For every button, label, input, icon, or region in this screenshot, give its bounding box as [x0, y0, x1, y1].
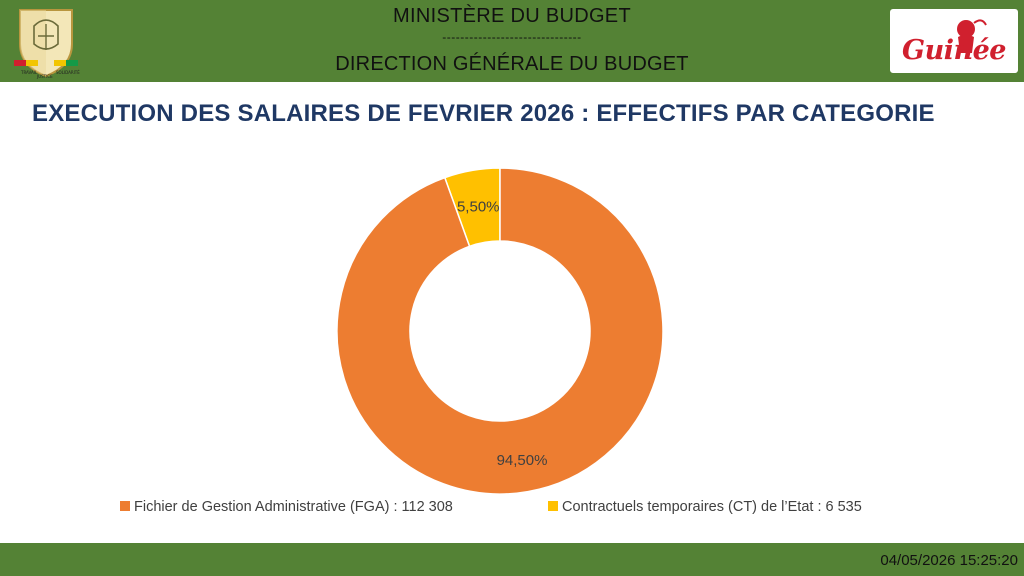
direction-title: DIRECTION GÉNÉRALE DU BUDGET [335, 53, 689, 75]
header-titles: MINISTÈRE DU BUDGET --------------------… [300, 4, 724, 76]
chart-legend: Fichier de Gestion Administrative (FGA) … [0, 497, 1024, 521]
legend-label-fga: Fichier de Gestion Administrative (FGA) … [134, 499, 453, 515]
ministry-title: MINISTÈRE DU BUDGET [393, 5, 631, 27]
page-title: EXECUTION DES SALAIRES DE FEVRIER 2026 :… [32, 100, 935, 127]
legend-item-fga: Fichier de Gestion Administrative (FGA) … [120, 499, 453, 515]
legend-label-ct: Contractuels temporaires (CT) de l’Etat … [562, 499, 862, 515]
data-label-1: 5,50% [457, 198, 500, 215]
emblem-motto-justice: JUSTICE [36, 74, 53, 79]
timestamp: 04/05/2026 15:25:20 [880, 552, 1018, 569]
donut-slice-0 [336, 167, 664, 495]
footer-band: 04/05/2026 15:25:20 [0, 543, 1024, 576]
data-label-0: 94,50% [497, 452, 548, 469]
legend-swatch-ct [548, 501, 558, 511]
emblem-motto-travail: TRAVAIL [20, 70, 38, 75]
guinee-logo: Guinée [890, 9, 1018, 73]
emblem-motto-solidarite: SOLIDARITÉ [56, 70, 80, 75]
header-band: TRAVAIL JUSTICE SOLIDARITÉ MINISTÈRE DU … [0, 0, 1024, 82]
logo-figure-icon [957, 19, 987, 53]
legend-swatch-fga [120, 501, 130, 511]
national-emblem: TRAVAIL JUSTICE SOLIDARITÉ [14, 9, 80, 79]
header-separator: ------------------------------- [442, 30, 582, 44]
logo-text: Guinée [902, 35, 1006, 66]
legend-item-ct: Contractuels temporaires (CT) de l’Etat … [548, 499, 862, 515]
